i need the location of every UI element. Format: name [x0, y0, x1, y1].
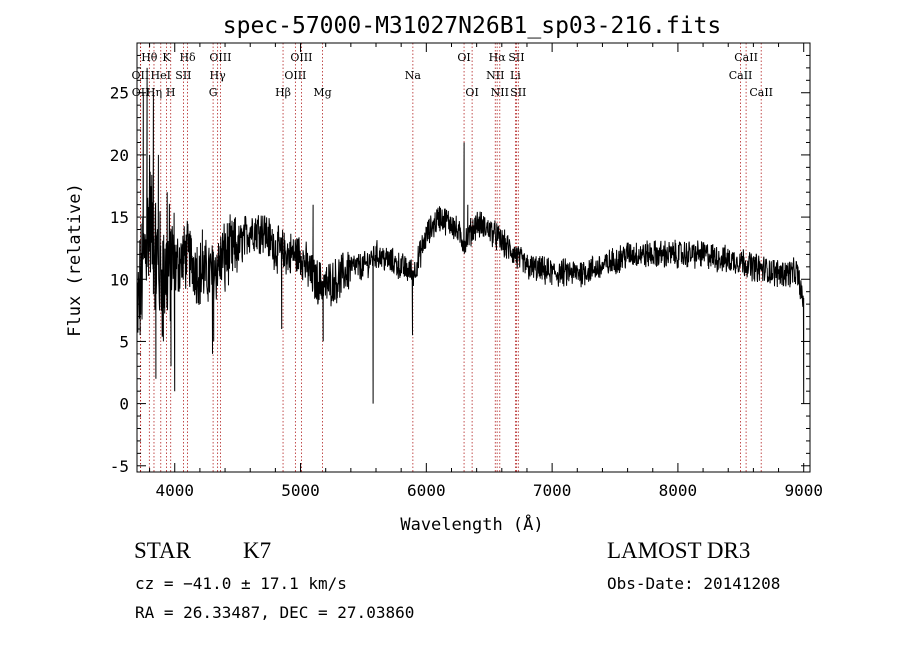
line-label: NII [486, 69, 504, 82]
plot-frame [136, 42, 811, 473]
line-label: OIII [290, 51, 312, 64]
line-label: Mg [313, 86, 331, 99]
y-tick-label: 20 [110, 146, 129, 165]
obs-date: Obs-Date: 20141208 [607, 574, 781, 593]
line-label: NII [491, 86, 509, 99]
line-label: OIII [284, 69, 306, 82]
line-label: H [166, 86, 176, 99]
line-label: Hη [146, 86, 162, 99]
y-tick-label: -5 [110, 457, 129, 476]
x-tick-label: 7000 [533, 481, 572, 500]
line-label: Hθ [141, 51, 158, 64]
y-tick-label: 10 [110, 270, 129, 289]
line-label: HeI [151, 69, 171, 82]
object-class: STAR [134, 538, 191, 563]
line-label: Hβ [275, 86, 291, 99]
line-label: CaII [734, 51, 758, 64]
line-label: K [162, 51, 171, 64]
line-label: Hδ [179, 51, 196, 64]
line-label: Li [510, 69, 521, 82]
object-subclass: K7 [243, 538, 272, 563]
line-label: G [209, 86, 218, 99]
y-tick-label: 5 [119, 332, 129, 351]
y-tick-label: 0 [119, 395, 129, 414]
x-tick-label: 5000 [281, 481, 320, 500]
line-label: SII [175, 69, 191, 82]
line-label: CaII [729, 69, 753, 82]
x-tick-label: 6000 [407, 481, 446, 500]
chart-title: spec-57000-M31027N26B1_sp03-216.fits [223, 13, 722, 39]
survey-name: LAMOST DR3 [607, 538, 751, 563]
line-label: OIII [209, 51, 231, 64]
axes: 4000 5000 6000 7000 8000 9000 -5 0 5 10 15 20 25 [110, 43, 823, 500]
y-tick-label: 15 [110, 208, 129, 227]
redshift-cz: cz = −41.0 ± 17.1 km/s [135, 574, 347, 593]
line-label: SII [508, 51, 524, 64]
x-tick-label: 9000 [784, 481, 823, 500]
line-label: CaII [749, 86, 773, 99]
line-label: Hγ [210, 69, 227, 82]
x-tick-label: 8000 [659, 481, 698, 500]
line-label: SII [510, 86, 526, 99]
ra-dec-coords: RA = 26.33487, DEC = 27.03860 [135, 603, 415, 622]
y-tick-label: 25 [110, 84, 129, 103]
spectrum-line [136, 67, 805, 404]
line-label: OI [457, 51, 470, 64]
line-label: OI [465, 86, 478, 99]
x-axis-label: Wavelength (Å) [400, 513, 543, 535]
line-label: Na [405, 69, 422, 82]
y-axis-label: Flux (relative) [65, 183, 85, 337]
line-label: Hα [489, 51, 507, 64]
x-tick-label: 4000 [155, 481, 194, 500]
